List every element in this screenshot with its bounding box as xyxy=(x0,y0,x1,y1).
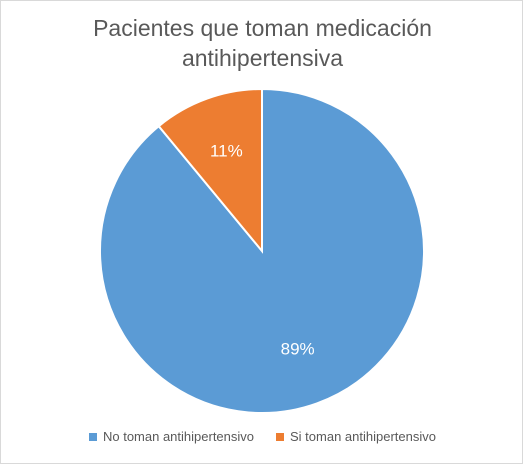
data-label-no-toman: 89% xyxy=(281,340,315,359)
legend-label-si-toman: Si toman antihipertensivo xyxy=(290,429,436,444)
legend-swatch-si-toman xyxy=(276,432,285,441)
legend-swatch-no-toman xyxy=(88,432,97,441)
legend-item-no-toman: No toman antihipertensivo xyxy=(88,429,255,444)
legend-item-si-toman: Si toman antihipertensivo xyxy=(276,429,436,444)
data-label-si-toman: 11% xyxy=(210,141,243,160)
chart-title-line-1: Pacientes que toman medicación xyxy=(93,15,432,41)
chart-title-line-2: antihipertensiva xyxy=(181,45,344,71)
legend: No toman antihipertensivo Si toman antih… xyxy=(1,429,523,444)
chart-title: Pacientes que toman medicación antihiper… xyxy=(21,13,504,73)
pie-slice-si-toman xyxy=(157,87,263,254)
legend-label-no-toman: No toman antihipertensivo xyxy=(102,429,255,444)
